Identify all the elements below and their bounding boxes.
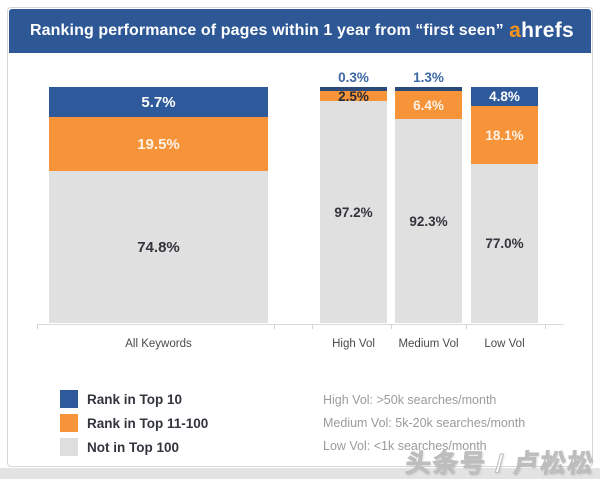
x-axis-tick: [391, 324, 392, 329]
chart-card: Ranking performance of pages within 1 ye…: [7, 7, 593, 467]
note-low-vol: Low Vol: <1k searches/month: [323, 439, 487, 453]
x-axis-tick: [312, 324, 313, 329]
segment-medium-top11-100: 6.4%: [395, 91, 462, 119]
x-axis-line: [37, 324, 564, 325]
x-axis-tick: [274, 324, 275, 329]
x-axis-tick: [37, 324, 38, 329]
legend-label-top10: Rank in Top 10: [87, 391, 183, 407]
value-label-medium-top10: 1.3%: [413, 70, 444, 85]
value-label-all-top11-100: 19.5%: [137, 135, 180, 153]
ahrefs-logo-accent: a: [509, 19, 522, 42]
segment-high-not-top100: 97.2%: [320, 101, 387, 323]
legend-label-not-top100: Not in Top 100: [87, 439, 180, 455]
x-axis-tick: [466, 324, 467, 329]
legend: Rank in Top 10 Rank in Top 11-100 Not in…: [60, 387, 208, 459]
legend-swatch-gray-icon: [60, 438, 78, 456]
segment-medium-not-top100: 92.3%: [395, 119, 462, 323]
bar-medium-vol: 6.4% 92.3%: [395, 87, 462, 323]
x-axis-tick: [545, 324, 546, 329]
segment-all-top11-100: 19.5%: [49, 117, 268, 171]
value-label-high-top10: 0.3%: [338, 70, 369, 85]
legend-item-top10: Rank in Top 10: [60, 387, 208, 411]
page-bottom-strip: [0, 468, 600, 479]
value-label-medium-not-top100: 92.3%: [409, 213, 448, 229]
bar-high-vol: 2.5% 97.2%: [320, 87, 387, 323]
legend-label-top11-100: Rank in Top 11-100: [87, 415, 209, 431]
ahrefs-logo: a hrefs: [509, 9, 574, 53]
legend-item-top11-100: Rank in Top 11-100: [60, 411, 208, 435]
segment-low-top10: 4.8%: [471, 87, 538, 106]
watermark-toutiao: 头条号 / 卢松松: [404, 450, 597, 479]
segment-low-top11-100: 18.1%: [471, 106, 538, 164]
legend-swatch-blue-icon: [60, 390, 78, 408]
category-label-low-vol: Low Vol: [484, 338, 525, 350]
category-label-high-vol: High Vol: [332, 338, 375, 350]
value-label-high-not-top100: 97.2%: [334, 204, 373, 220]
value-label-all-not-top100: 74.8%: [137, 238, 180, 256]
chart-header: Ranking performance of pages within 1 ye…: [9, 9, 591, 53]
segment-low-not-top100: 77.0%: [471, 164, 538, 323]
segment-medium-top10: [395, 87, 462, 91]
category-label-all-keywords: All Keywords: [125, 338, 192, 350]
value-label-low-top11-100: 18.1%: [485, 127, 524, 143]
legend-item-not-top100: Not in Top 100: [60, 435, 208, 459]
bar-all-keywords: 5.7% 19.5% 74.8%: [49, 87, 268, 323]
note-medium-vol: Medium Vol: 5k-20k searches/month: [323, 416, 526, 430]
segment-high-top10: [320, 87, 387, 91]
bar-low-vol: 4.8% 18.1% 77.0%: [471, 87, 538, 323]
category-label-medium-vol: Medium Vol: [398, 338, 459, 350]
value-label-all-top10: 5.7%: [141, 93, 176, 111]
legend-swatch-orange-icon: [60, 414, 78, 432]
value-label-low-not-top100: 77.0%: [485, 236, 524, 251]
chart-title: Ranking performance of pages within 1 ye…: [30, 22, 504, 39]
note-high-vol: High Vol: >50k searches/month: [323, 393, 497, 407]
segment-high-top11-100: [320, 91, 387, 101]
ahrefs-logo-rest: hrefs: [521, 19, 574, 42]
segment-all-top10: 5.7%: [49, 87, 268, 117]
value-label-high-top11-100: 2.5%: [338, 89, 369, 104]
segment-all-not-top100: 74.8%: [49, 171, 268, 323]
volume-notes: High Vol: >50k searches/month Medium Vol…: [323, 389, 525, 458]
value-label-low-top10: 4.8%: [489, 89, 520, 104]
value-label-medium-top11-100: 6.4%: [413, 97, 444, 113]
